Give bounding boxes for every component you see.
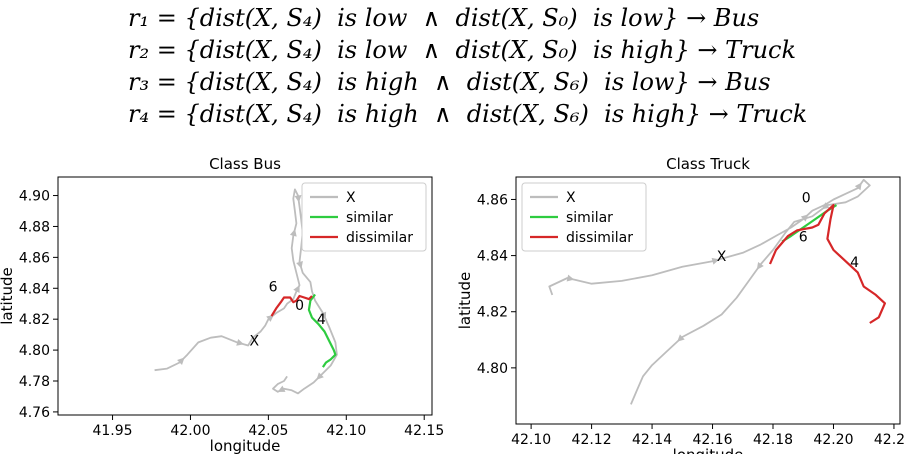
series-line-dissimilar bbox=[270, 294, 313, 317]
x-tick-label: 42.16 bbox=[692, 432, 732, 448]
direction-arrow bbox=[711, 257, 720, 265]
legend-label-dissimilar: dissimilar bbox=[346, 230, 413, 246]
rule-r3: r₃ = {dist(X, S₄) is high ∧ dist(X, S₆) … bbox=[128, 68, 771, 96]
rule-r1: r₁ = {dist(X, S₄) is low ∧ dist(X, S₀) i… bbox=[128, 4, 760, 32]
annotation-label: 4 bbox=[850, 255, 859, 271]
charts-area: Class Bus 41.95 42.00 42.05 42.10 42.15 4.76 4.… bbox=[0, 140, 904, 458]
direction-arrow bbox=[277, 385, 286, 392]
direction-arrow bbox=[316, 372, 324, 380]
legend-frame bbox=[301, 182, 427, 252]
y-tick-label: 4.86 bbox=[477, 192, 508, 208]
direction-arrow bbox=[289, 228, 297, 237]
y-axis-label: latitude bbox=[0, 267, 16, 325]
x-tick-label: 42.12 bbox=[572, 432, 612, 448]
legend-frame bbox=[521, 182, 647, 252]
x-tick-label: 42.05 bbox=[248, 423, 288, 439]
series-line-X bbox=[154, 188, 338, 395]
rule-r2: r₂ = {dist(X, S₄) is low ∧ dist(X, S₀) i… bbox=[128, 36, 797, 64]
x-axis-label: longitude bbox=[210, 437, 281, 454]
annotation-label: X bbox=[250, 333, 260, 349]
chart-title: Class Bus bbox=[209, 155, 281, 173]
y-tick-label: 4.80 bbox=[477, 361, 508, 377]
y-tick-label: 4.88 bbox=[19, 219, 50, 235]
y-tick-label: 4.82 bbox=[477, 305, 508, 321]
direction-arrow bbox=[821, 202, 830, 210]
direction-arrow bbox=[296, 261, 303, 269]
direction-arrow bbox=[236, 338, 244, 346]
chart-0: Class Bus 41.95 42.00 42.05 42.10 42.15 4.76 4.… bbox=[0, 155, 444, 455]
y-tick-label: 4.84 bbox=[477, 249, 508, 265]
annotation-label: 6 bbox=[799, 230, 808, 246]
legend-label-similar: similar bbox=[566, 210, 613, 226]
legend-label-X: X bbox=[566, 190, 576, 206]
x-axis-label: longitude bbox=[673, 446, 744, 454]
y-axis-label: latitude bbox=[456, 272, 474, 330]
x-tick-label: 42.20 bbox=[813, 432, 853, 448]
direction-arrow bbox=[800, 214, 809, 222]
x-tick-label: 41.95 bbox=[92, 423, 132, 439]
annotation-label: 6 bbox=[269, 279, 278, 295]
direction-arrow bbox=[177, 357, 185, 365]
series-line-dissimilar bbox=[768, 204, 886, 324]
legend-label-similar: similar bbox=[346, 210, 393, 226]
direction-arrow bbox=[294, 195, 302, 203]
y-tick-label: 4.82 bbox=[19, 312, 50, 328]
direction-arrow bbox=[566, 274, 575, 282]
x-tick-label: 42.10 bbox=[511, 432, 551, 448]
plot-frame bbox=[57, 176, 433, 416]
y-tick-label: 4.86 bbox=[19, 250, 50, 266]
x-tick-label: 42.22 bbox=[874, 432, 904, 448]
x-tick-label: 42.14 bbox=[632, 432, 672, 448]
x-tick-label: 42.10 bbox=[326, 423, 366, 439]
plot-frame bbox=[515, 176, 901, 425]
y-tick-label: 4.76 bbox=[19, 405, 50, 421]
direction-arrow bbox=[756, 261, 764, 270]
series-line-X bbox=[548, 178, 871, 405]
x-tick-label: 42.00 bbox=[170, 423, 210, 439]
annotation-label: 0 bbox=[802, 190, 811, 206]
direction-arrow bbox=[854, 182, 862, 191]
legend-label-X: X bbox=[346, 190, 356, 206]
chart-1: Class Truck 42.10 42.12 42.14 42.16 42.18 42.2… bbox=[456, 155, 904, 458]
annotation-label: 4 bbox=[317, 312, 326, 328]
rules-block: r₁ = {dist(X, S₄) is low ∧ dist(X, S₀) i… bbox=[0, 0, 904, 140]
legend-label-dissimilar: dissimilar bbox=[566, 230, 633, 246]
direction-arrow bbox=[319, 311, 327, 320]
direction-arrow bbox=[677, 334, 685, 342]
x-tick-label: 42.15 bbox=[404, 423, 444, 439]
chart-title: Class Truck bbox=[666, 155, 750, 173]
x-tick-label: 42.18 bbox=[753, 432, 793, 448]
direction-arrow bbox=[266, 314, 274, 322]
series-line-similar bbox=[307, 293, 337, 368]
rule-r4: r₄ = {dist(X, S₄) is high ∧ dist(X, S₆) … bbox=[128, 100, 808, 128]
y-tick-label: 4.84 bbox=[19, 281, 50, 297]
direction-arrow bbox=[293, 285, 300, 293]
annotation-label: X bbox=[717, 249, 727, 265]
y-tick-label: 4.78 bbox=[19, 374, 50, 390]
annotation-label: 0 bbox=[295, 298, 304, 314]
chart-canvas: Class Bus 41.95 42.00 42.05 42.10 42.15 4.76 4.… bbox=[0, 155, 904, 458]
y-tick-label: 4.80 bbox=[19, 343, 50, 359]
y-tick-label: 4.90 bbox=[19, 189, 50, 205]
